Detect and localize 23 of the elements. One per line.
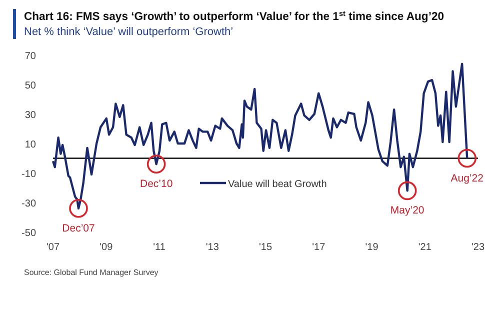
y-tick-label: 50 <box>24 80 36 92</box>
legend-label: Value will beat Growth <box>228 179 327 190</box>
y-tick-label: 10 <box>24 140 36 150</box>
x-tick-label: '09 <box>100 242 114 253</box>
annotation: Dec’07 <box>62 222 95 234</box>
y-tick-label: 70 <box>24 51 36 62</box>
x-tick-label: '11 <box>153 242 166 253</box>
annotation: Dec’10 <box>140 178 173 190</box>
x-tick-label: '15 <box>258 242 272 253</box>
y-tick-label: -10 <box>22 169 36 180</box>
source-note: Source: Global Fund Manager Survey <box>24 268 158 277</box>
y-tick-label: -30 <box>22 198 36 210</box>
y-tick-label: -50 <box>22 228 36 239</box>
chart-subtitle: Net % think ‘Value’ will outperform ‘Growth’ <box>24 26 234 38</box>
x-tick-label: '07 <box>46 242 60 253</box>
x-tick-label: '21 <box>418 242 432 253</box>
x-tick-label: '23 <box>471 242 485 253</box>
annotation: May’20 <box>390 204 424 217</box>
x-tick-label: '17 <box>312 242 326 253</box>
annotation: Aug’22 <box>450 172 484 184</box>
y-tick-label: 30 <box>24 110 36 121</box>
x-tick-label: '19 <box>365 242 379 253</box>
x-tick-label: '13 <box>206 242 220 253</box>
